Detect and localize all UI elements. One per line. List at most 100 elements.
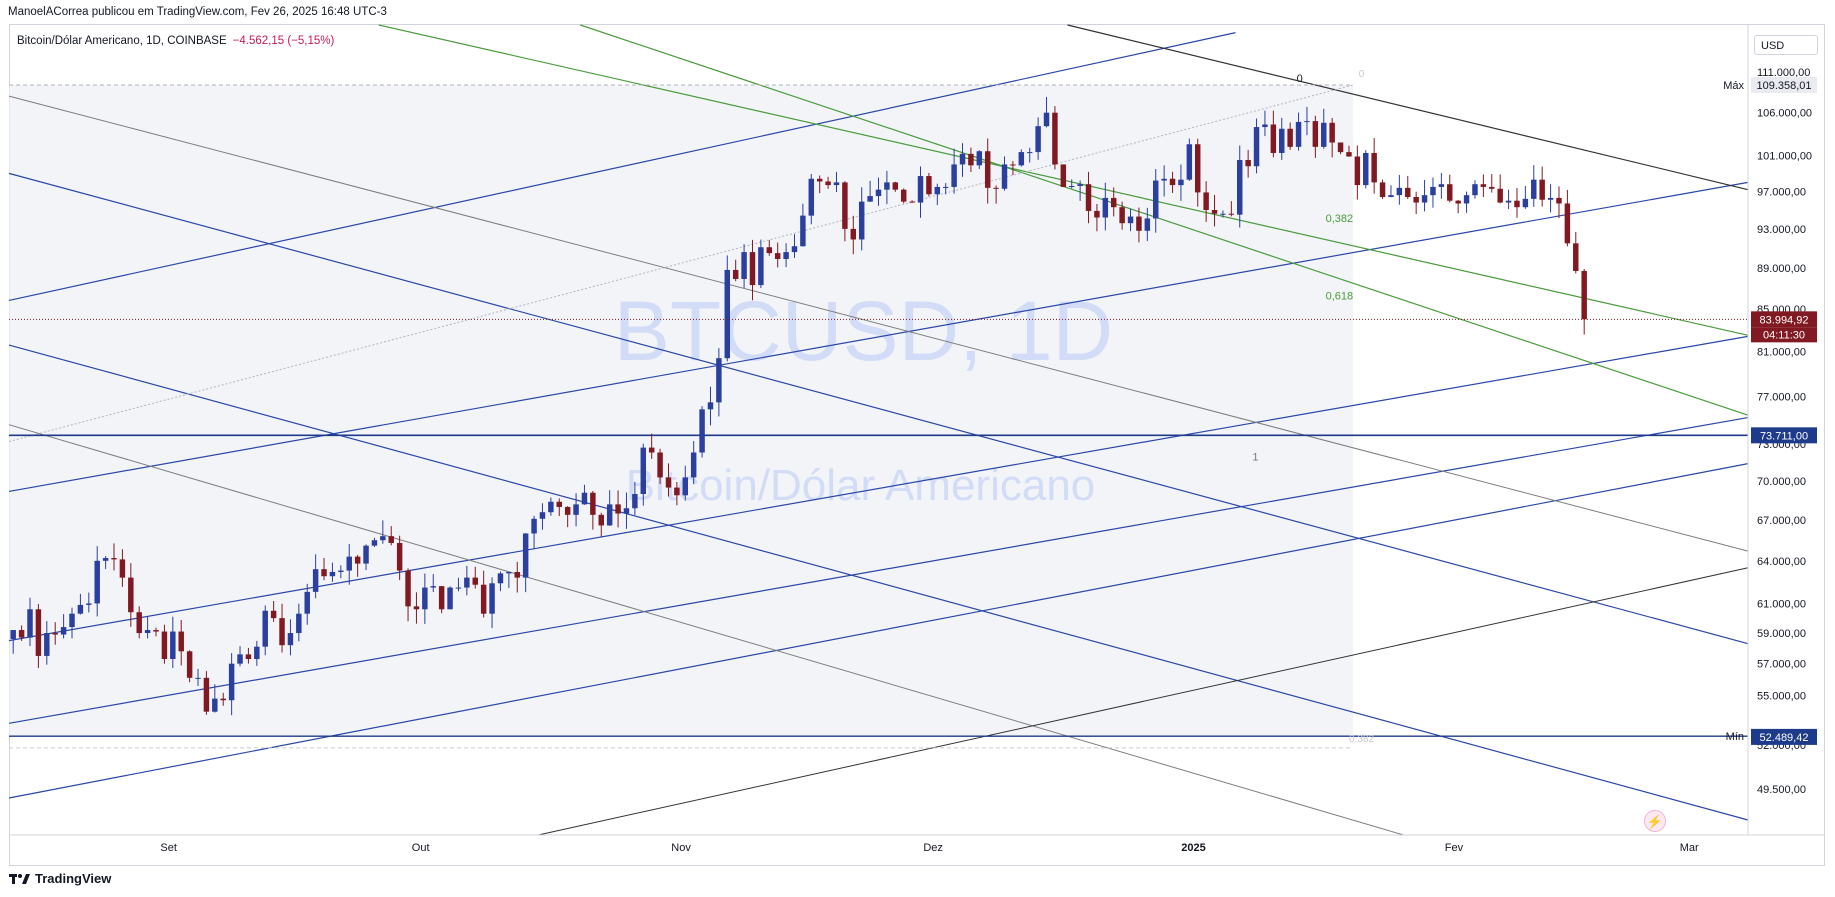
candle-body [1068,186,1075,188]
candle-body [875,189,882,197]
time-tick-label: Fev [1445,842,1464,854]
candle-body [102,558,109,561]
candle-body [1556,197,1562,204]
price-tick-label: 67.000,00 [1757,515,1806,527]
candle-body [968,153,974,166]
tradingview-brand: TradingView [9,871,111,886]
flash-icon[interactable]: ⚡ [1644,810,1666,832]
min-tag: Mín [1726,731,1744,743]
candle-body [1035,126,1041,153]
candle-body [1262,124,1268,128]
min-price-label: 52.489,42 [1760,732,1809,744]
price-tick-label: 106.000,00 [1757,108,1812,120]
candle-body [203,677,210,712]
fan-line-blue-2 [8,344,1749,821]
candle-body [396,542,403,571]
candle-body [665,477,672,488]
candle-body [405,570,411,607]
channel-line-bottom [8,463,1749,799]
candle-body [564,506,571,515]
candle-body [1203,192,1209,210]
candle-body [640,447,647,494]
candle-body [1312,121,1319,147]
candle-body [1010,164,1016,166]
candle-body [279,618,285,646]
price-tick-label: 81.000,00 [1757,347,1806,359]
candle-body [1228,213,1235,215]
candle-body [1430,186,1436,196]
candle-body [690,452,697,478]
channel-line-upper [8,181,1749,493]
tradingview-logo-icon [9,873,30,884]
candle-body [1505,200,1512,203]
price-tick-label: 59.000,00 [1757,628,1806,640]
candle-body [27,609,33,638]
candle-body [69,613,75,628]
candle-body [1052,112,1058,165]
candle-body [245,654,252,660]
candle-body [1455,200,1461,204]
candle-body [1043,112,1050,127]
candle-body [674,487,680,496]
candle-body [816,178,823,182]
candle-body [1396,187,1403,196]
candle-body [539,512,546,519]
max-price-label-bg [1751,76,1817,93]
candle-body [942,186,949,188]
time-tick-label: 2025 [1181,842,1205,854]
candle-body [1581,270,1587,320]
candle-body [371,540,378,546]
horizontal-level-label-bg [1751,427,1817,444]
fib-top-marker: 0 [1359,69,1365,80]
candle-body [1321,122,1327,147]
currency-button[interactable]: USD [1754,35,1818,55]
candle-body [1077,184,1083,187]
candle-body [716,358,722,403]
candle-body [657,452,663,478]
candle-body [1463,195,1470,204]
candle-body [1346,152,1352,157]
fan-line-dark [538,567,1749,836]
max-tag: Máx [1723,80,1744,92]
candle-body [195,677,201,679]
candle-body [480,584,487,614]
candle-body [1211,209,1218,214]
candle-body [1094,210,1100,218]
candle-body [892,182,899,190]
price-change: −4.562,15 (−5,15%) [232,35,335,47]
candle-body [86,603,92,605]
candle-body [1388,195,1394,198]
candle-body [1279,128,1285,153]
candle-body [556,501,562,507]
candle-body [1379,182,1386,198]
candle-body [791,246,798,253]
candle-body [1110,197,1117,208]
candle-body [1514,200,1520,208]
candle-body [783,252,789,260]
candle-body [270,610,277,619]
candle-body [338,570,344,572]
candle-body [1220,213,1226,215]
candle-body [598,514,604,526]
price-tick-label: 93.000,00 [1757,224,1806,236]
candle-body [228,663,235,701]
candle-body [1539,179,1545,200]
candle-body [1026,152,1033,154]
candle-body [1438,184,1445,187]
candle-body [1405,187,1411,198]
candle-body [800,215,806,247]
candle-body [1329,122,1335,143]
min-price-label-bg [1751,728,1817,745]
candle-body [153,630,159,632]
candle-body [825,181,831,186]
time-tick-label: Nov [671,842,691,854]
candle-body [1547,197,1554,200]
candle-body [741,252,747,279]
candle-body [296,613,302,634]
candle-body [758,247,764,286]
candle-body [1102,197,1109,218]
candle-body [951,164,957,187]
candle-body [119,559,126,578]
candle-body [1237,160,1243,215]
